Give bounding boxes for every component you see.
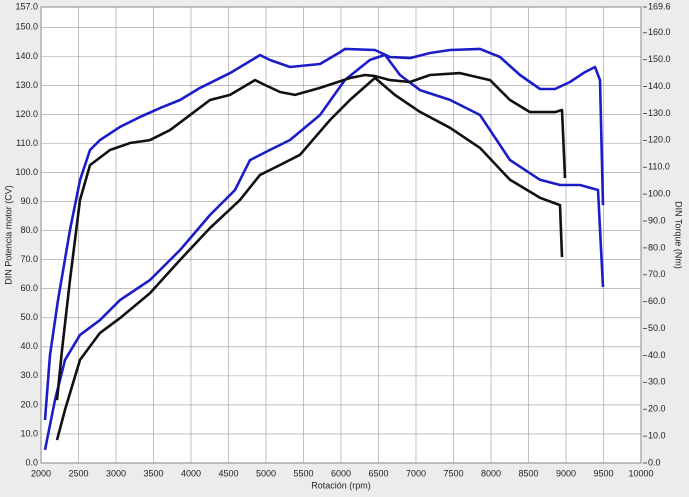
y2-axis-title: DIN Torque (Nm) [674, 201, 684, 269]
x-tick-label: 3000 [106, 468, 126, 478]
y-tick-label: 150.0 [15, 22, 38, 32]
y-tick-label: 130.0 [15, 80, 38, 90]
y2-tick-label: 70.0 [648, 269, 666, 279]
x-tick-label: 6000 [331, 468, 351, 478]
y2-tick-label: 130.0 [648, 108, 671, 118]
x-axis-title: Rotación (rpm) [311, 480, 371, 490]
y2-tick-label: 30.0 [648, 377, 666, 387]
y2-tick-label: 169.6 [648, 1, 671, 11]
y-tick-label: 90.0 [20, 196, 38, 206]
x-tick-label: 2500 [68, 468, 88, 478]
y-tick-label: 110.0 [16, 138, 38, 148]
y-tick-label: 20.0 [20, 399, 38, 409]
y-tick-label: 157.0 [15, 1, 38, 11]
x-tick-label: 7500 [443, 468, 463, 478]
x-tick-label: 9000 [556, 468, 576, 478]
x-tick-label: 8000 [481, 468, 501, 478]
y-tick-label: 100.0 [15, 167, 38, 177]
y-tick-label: 50.0 [20, 312, 38, 322]
y-tick-label: 10.0 [20, 428, 38, 438]
y-tick-label: 40.0 [20, 341, 38, 351]
y2-tick-label: 60.0 [648, 296, 666, 306]
y2-tick-label: 150.0 [648, 54, 671, 64]
x-tick-label: 7000 [406, 468, 426, 478]
x-tick-label: 9500 [593, 468, 613, 478]
y2-tick-label: 90.0 [648, 215, 666, 225]
y2-tick-label: 160.0 [648, 27, 671, 37]
y2-tick-label: 40.0 [648, 350, 666, 360]
y2-tick-label: 50.0 [648, 323, 666, 333]
x-tick-label: 3500 [143, 468, 163, 478]
x-tick-label: 4500 [218, 468, 238, 478]
x-tick-label: 6500 [368, 468, 388, 478]
y2-tick-label: 10.0 [648, 430, 666, 440]
data-line [43, 53, 605, 451]
y2-tick-label: 120.0 [648, 135, 671, 145]
y-tick-label: 80.0 [20, 225, 38, 235]
y-tick-label: 140.0 [15, 51, 38, 61]
y2-tick-label: 0.0 [648, 457, 661, 467]
data-line [55, 71, 567, 401]
y-tick-label: 30.0 [20, 370, 38, 380]
x-tick-label: 8500 [518, 468, 538, 478]
data-line [55, 76, 564, 441]
x-tick-label: 2000 [31, 468, 51, 478]
x-tick-label: 10000 [628, 468, 653, 478]
y-tick-label: 70.0 [20, 254, 38, 264]
y2-tick-label: 80.0 [648, 242, 666, 252]
data-line [43, 47, 605, 421]
x-tick-label: 5500 [293, 468, 313, 478]
y2-tick-label: 140.0 [648, 81, 671, 91]
x-tick-label: 4000 [181, 468, 201, 478]
y2-tick-label: 20.0 [648, 404, 666, 414]
y-tick-label: 120.0 [15, 109, 38, 119]
y-tick-label: 0.0 [25, 457, 38, 467]
y-tick-label: 60.0 [20, 283, 38, 293]
y-axis-title: DIN Potencia motor (CV) [3, 185, 13, 285]
y2-tick-label: 110.0 [648, 162, 670, 172]
y2-tick-label: 100.0 [648, 189, 671, 199]
x-tick-label: 5000 [256, 468, 276, 478]
